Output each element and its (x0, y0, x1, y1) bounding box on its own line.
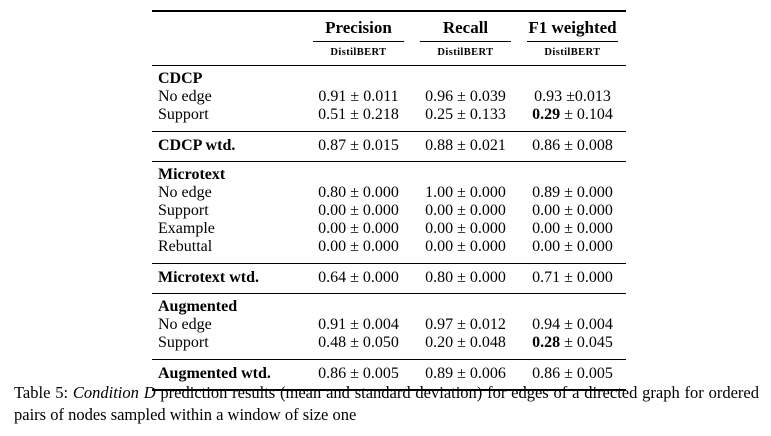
section-header-label: Microtext (158, 166, 226, 183)
corner-cell-2 (152, 42, 305, 66)
summary-metric-cell-0: 0.64 ± 0.000 (318, 269, 399, 286)
metric-cell-1: 0.97 ± 0.012 (425, 316, 506, 333)
metric-cell-0: 0.51 ± 0.218 (318, 106, 399, 123)
corner-cell (152, 11, 305, 42)
results-table: Precision Recall F1 weighted DistilBERT … (152, 10, 626, 391)
metric-cell-2-bold-mean: 0.28 (532, 334, 561, 351)
row-label: Example (158, 220, 215, 237)
col-header-f1-weighted-label: F1 weighted (527, 18, 618, 42)
data-row: No edge 0.91 ± 0.004 0.97 ± 0.012 0.94 ± 0.… (152, 316, 626, 334)
section-header-label: Augmented (158, 298, 238, 315)
model-subheader-recall: DistilBERT (437, 47, 494, 58)
metric-cell-2: 0.00 ± 0.000 (532, 238, 613, 255)
metric-cell-2: 0.89 ± 0.000 (532, 184, 613, 201)
caption-condition-italic: Condition D (72, 383, 156, 402)
summary-metric-cell-1: 0.80 ± 0.000 (425, 269, 506, 286)
metric-cell-0: 0.91 ± 0.011 (318, 88, 399, 105)
metric-cell-2-bold-mean: 0.29 (532, 106, 561, 123)
metric-header-row: Precision Recall F1 weighted (152, 11, 626, 42)
section-augmented: Augmented No edge 0.91 ± 0.004 0.97 ± 0.012… (152, 294, 626, 360)
model-subheader-precision: DistilBERT (330, 47, 387, 58)
metric-cell-2: 0.29 ± 0.104 (532, 106, 613, 123)
section-cdcp: CDCP No edge 0.91 ± 0.011 0.96 ± 0.039 0.93 … (152, 66, 626, 132)
section-microtext: Microtext No edge 0.80 ± 0.000 1.00 ± 0.000… (152, 162, 626, 264)
metric-cell-0: 0.80 ± 0.000 (318, 184, 399, 201)
data-row: Example 0.00 ± 0.000 0.00 ± 0.000 0.00 ± 0.… (152, 220, 626, 238)
model-subheader-row: DistilBERT DistilBERT DistilBERT (152, 42, 626, 66)
metric-cell-0: 0.48 ± 0.050 (318, 334, 399, 351)
section-header-row: Augmented (152, 294, 626, 317)
data-row: Rebuttal 0.00 ± 0.000 0.00 ± 0.000 0.00 ± 0… (152, 238, 626, 264)
section-header-label: CDCP (158, 70, 203, 87)
data-row: Support 0.51 ± 0.218 0.25 ± 0.133 0.29 ± 0.… (152, 106, 626, 132)
col-header-precision-label: Precision (313, 18, 404, 42)
summary-metric-cell-1: 0.88 ± 0.021 (425, 137, 506, 154)
metric-cell-0: 0.00 ± 0.000 (318, 202, 399, 219)
col-header-recall: Recall (412, 11, 519, 42)
metric-cell-1: 0.00 ± 0.000 (425, 202, 506, 219)
summary-row: Augmented wtd. 0.86 ± 0.005 0.89 ± 0.006 0.… (152, 360, 626, 391)
row-label: Rebuttal (158, 238, 213, 255)
metric-cell-0: 0.91 ± 0.004 (318, 316, 399, 333)
metric-cell-1: 1.00 ± 0.000 (425, 184, 506, 201)
table-header: Precision Recall F1 weighted DistilBERT … (152, 11, 626, 66)
metric-cell-1: 0.00 ± 0.000 (425, 220, 506, 237)
data-row: No edge 0.80 ± 0.000 1.00 ± 0.000 0.89 ± 0.… (152, 184, 626, 202)
summary-metric-cell-0: 0.87 ± 0.015 (318, 137, 399, 154)
section-header-row: Microtext (152, 162, 626, 185)
summary-cdcp-wtd-: CDCP wtd. 0.87 ± 0.015 0.88 ± 0.021 0.86 ± … (152, 131, 626, 162)
summary-row-label: Microtext wtd. (158, 269, 259, 286)
metric-cell-0: 0.00 ± 0.000 (318, 220, 399, 237)
caption-prefix: Table 5: (14, 383, 73, 402)
metric-cell-2: 0.00 ± 0.000 (532, 202, 613, 219)
table-caption: Table 5: Condition D prediction results … (14, 382, 759, 425)
model-subheader-f1-weighted: DistilBERT (544, 47, 601, 58)
col-header-recall-label: Recall (420, 18, 511, 42)
col-header-precision: Precision (305, 11, 412, 42)
metric-cell-1: 0.96 ± 0.039 (425, 88, 506, 105)
data-row: No edge 0.91 ± 0.011 0.96 ± 0.039 0.93 ±0.0… (152, 88, 626, 106)
metric-cell-1: 0.20 ± 0.048 (425, 334, 506, 351)
row-label: Support (158, 334, 209, 351)
row-label: No edge (158, 88, 212, 105)
row-label: Support (158, 202, 209, 219)
metric-cell-2: 0.28 ± 0.045 (532, 334, 613, 351)
summary-row: CDCP wtd. 0.87 ± 0.015 0.88 ± 0.021 0.86 ± … (152, 132, 626, 162)
summary-metric-cell-2: 0.86 ± 0.008 (532, 137, 613, 154)
row-label: Support (158, 106, 209, 123)
metric-cell-2: 0.00 ± 0.000 (532, 220, 613, 237)
summary-microtext-wtd-: Microtext wtd. 0.64 ± 0.000 0.80 ± 0.000 0.… (152, 263, 626, 294)
metric-cell-1: 0.25 ± 0.133 (425, 106, 506, 123)
row-label: No edge (158, 316, 212, 333)
data-row: Support 0.48 ± 0.050 0.20 ± 0.048 0.28 ± 0.… (152, 334, 626, 360)
metric-cell-2: 0.94 ± 0.004 (532, 316, 613, 333)
summary-metric-cell-2: 0.71 ± 0.000 (532, 269, 613, 286)
summary-row: Microtext wtd. 0.64 ± 0.000 0.80 ± 0.000 0.… (152, 264, 626, 294)
section-header-row: CDCP (152, 66, 626, 89)
summary-row-label: Augmented wtd. (158, 365, 271, 382)
summary-augmented-wtd-: Augmented wtd. 0.86 ± 0.005 0.89 ± 0.006 0.… (152, 359, 626, 391)
summary-row-label: CDCP wtd. (158, 137, 236, 154)
col-header-f1-weighted: F1 weighted (519, 11, 626, 42)
metric-cell-1: 0.00 ± 0.000 (425, 238, 506, 255)
caption-body: prediction results (mean and standard de… (14, 383, 759, 424)
data-row: Support 0.00 ± 0.000 0.00 ± 0.000 0.00 ± 0.… (152, 202, 626, 220)
summary-metric-cell-2: 0.86 ± 0.005 (532, 365, 613, 382)
metric-cell-2: 0.93 ±0.013 (534, 88, 611, 105)
results-table-container: Precision Recall F1 weighted DistilBERT … (152, 10, 626, 391)
row-label: No edge (158, 184, 212, 201)
summary-metric-cell-1: 0.89 ± 0.006 (425, 365, 506, 382)
metric-cell-0: 0.00 ± 0.000 (318, 238, 399, 255)
summary-metric-cell-0: 0.86 ± 0.005 (318, 365, 399, 382)
